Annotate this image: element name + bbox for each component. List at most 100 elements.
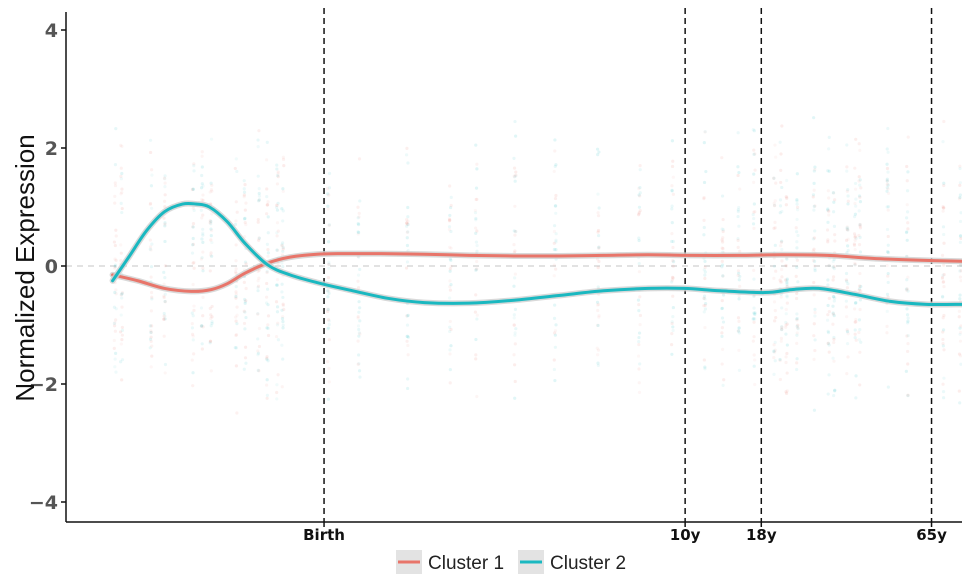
sample-point [703,273,707,277]
sample-point [772,176,776,180]
sample-point [596,153,600,157]
sample-point [191,225,195,229]
y-tick-label: 4 [45,20,58,42]
sample-point [275,305,280,309]
sample-point [596,361,600,365]
sample-point [958,401,962,405]
sample-point [406,230,410,234]
sample-point [737,348,741,352]
sample-point [827,263,831,268]
sample-point [326,397,331,401]
sample-point [209,251,213,255]
sample-point [449,344,453,348]
sample-point [244,315,248,320]
sample-point [327,338,331,342]
sample-point [244,201,248,205]
sample-point [597,150,601,154]
sample-point [150,295,154,299]
sample-point [637,261,641,266]
sample-point [722,378,726,382]
sample-point [778,204,783,208]
sample-point [906,319,910,323]
sample-point [885,331,889,335]
sample-point [208,269,212,273]
sample-point [959,269,962,273]
sample-point [737,331,741,335]
sample-point [827,343,831,347]
sample-point [826,392,830,396]
sample-point [638,362,642,366]
sample-point [512,323,516,327]
sample-point [721,274,725,278]
sample-point [210,189,214,193]
sample-point [513,342,517,346]
sample-point [356,339,360,343]
sample-point [209,227,213,231]
sample-point [513,229,518,234]
sample-point [942,272,946,277]
sample-point [513,333,517,337]
sample-point [474,353,478,357]
sample-point [773,143,777,147]
sample-point [201,240,205,244]
sample-point [858,235,862,239]
sample-point [358,199,362,203]
sample-point [405,339,409,343]
sample-point [779,339,783,343]
sample-point [703,307,708,311]
sample-point [234,294,238,299]
sample-point [941,206,945,210]
sample-column [957,164,962,405]
sample-point [637,205,642,209]
sample-point [209,234,213,238]
sample-point [773,199,777,203]
sample-point [637,335,641,340]
sample-point [475,259,479,264]
sample-point [281,209,285,213]
sample-point [795,258,800,262]
sample-point [326,307,330,311]
sample-point [163,300,167,304]
sample-point [243,301,247,306]
sample-point [149,275,153,279]
sample-point [671,315,675,319]
sample-point [356,314,360,319]
sample-point [256,174,260,178]
sample-point [209,324,213,328]
sample-point [702,180,707,185]
sample-point [779,180,783,185]
sample-point [244,286,248,291]
sample-point [325,186,330,191]
sample-point [553,329,558,333]
sample-point [596,302,601,307]
sample-point [785,178,789,183]
sample-point [281,241,285,245]
sample-point [119,201,123,205]
sample-point [826,341,831,345]
sample-point [958,234,962,238]
sample-point [853,261,857,265]
sample-point [812,169,816,173]
sample-point [163,222,167,226]
sample-point [327,260,331,264]
sample-point [720,265,724,269]
sample-point [163,292,167,296]
sample-point [720,156,724,160]
sample-point [597,206,601,210]
sample-point [148,238,152,242]
sample-point [512,353,516,357]
sample-point [596,230,600,234]
sample-point [275,231,279,235]
sample-point [475,267,479,271]
sample-point [736,173,740,178]
sample-point [940,295,945,299]
sample-point [554,163,558,167]
sample-point [721,240,725,244]
sample-point [959,354,962,358]
sample-point [552,367,557,372]
sample-point [904,369,908,373]
sample-point [772,300,777,304]
sample-point [281,245,285,250]
sample-point [201,250,205,254]
sample-point [813,167,817,172]
